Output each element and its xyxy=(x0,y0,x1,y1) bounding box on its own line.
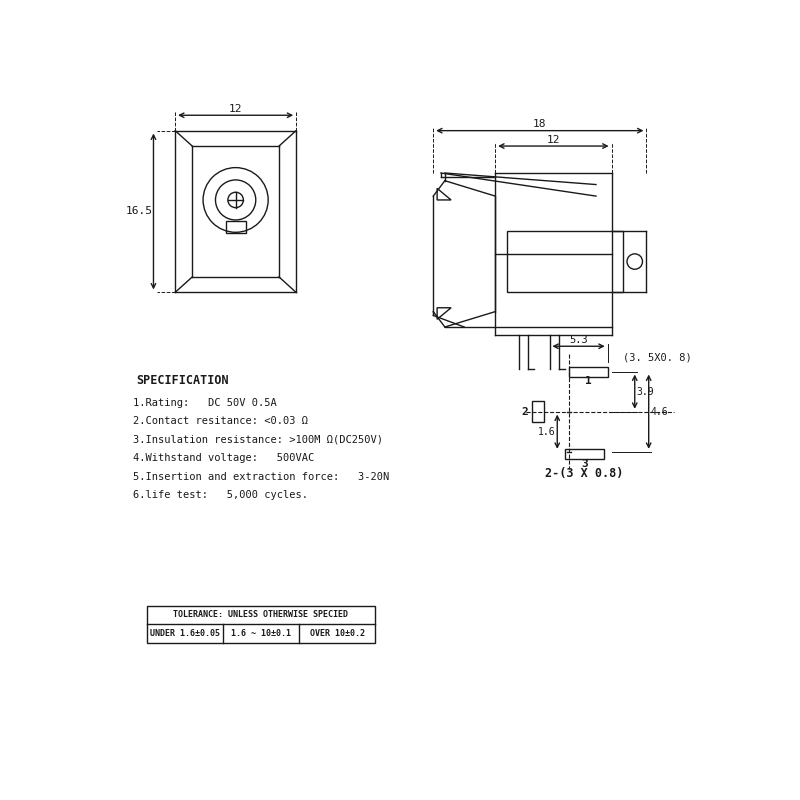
Bar xyxy=(146,606,375,642)
Bar xyxy=(569,366,608,377)
Text: OVER 10±0.2: OVER 10±0.2 xyxy=(310,629,365,638)
Text: TOLERANCE: UNLESS OTHERWISE SPECIED: TOLERANCE: UNLESS OTHERWISE SPECIED xyxy=(174,610,348,619)
Text: 2.Contact resitance: <0.03 Ω: 2.Contact resitance: <0.03 Ω xyxy=(133,416,307,426)
Bar xyxy=(532,401,544,422)
Text: 2: 2 xyxy=(521,406,528,417)
Text: 3.9: 3.9 xyxy=(637,386,654,397)
Text: UNDER 1.6±0.05: UNDER 1.6±0.05 xyxy=(150,629,220,638)
Text: 4.Withstand voltage:   500VAC: 4.Withstand voltage: 500VAC xyxy=(133,454,314,463)
Text: 5.Insertion and extraction force:   3-20N: 5.Insertion and extraction force: 3-20N xyxy=(133,472,389,482)
Text: 1.6 ~ 10±0.1: 1.6 ~ 10±0.1 xyxy=(231,629,291,638)
Text: 4.6: 4.6 xyxy=(650,406,668,417)
Text: 1.6: 1.6 xyxy=(538,426,555,437)
Bar xyxy=(507,230,623,292)
Text: 5.3: 5.3 xyxy=(569,335,588,345)
Text: 6.life test:   5,000 cycles.: 6.life test: 5,000 cycles. xyxy=(133,490,307,500)
Text: 3.Insulation resistance: >100M Ω(DC250V): 3.Insulation resistance: >100M Ω(DC250V) xyxy=(133,435,382,445)
Bar xyxy=(565,449,604,459)
Text: SPECIFICATION: SPECIFICATION xyxy=(137,374,229,387)
Text: 3: 3 xyxy=(581,458,588,469)
Bar xyxy=(226,221,246,233)
Text: 12: 12 xyxy=(229,104,242,114)
Text: (3. 5X0. 8): (3. 5X0. 8) xyxy=(623,353,692,363)
Text: 18: 18 xyxy=(533,118,546,129)
Text: 2-(3 X 0.8): 2-(3 X 0.8) xyxy=(545,467,623,480)
Text: 16.5: 16.5 xyxy=(126,206,153,217)
Text: 1.Rating:   DC 50V 0.5A: 1.Rating: DC 50V 0.5A xyxy=(133,398,276,408)
Text: 12: 12 xyxy=(546,135,560,145)
Text: 1: 1 xyxy=(585,376,592,386)
